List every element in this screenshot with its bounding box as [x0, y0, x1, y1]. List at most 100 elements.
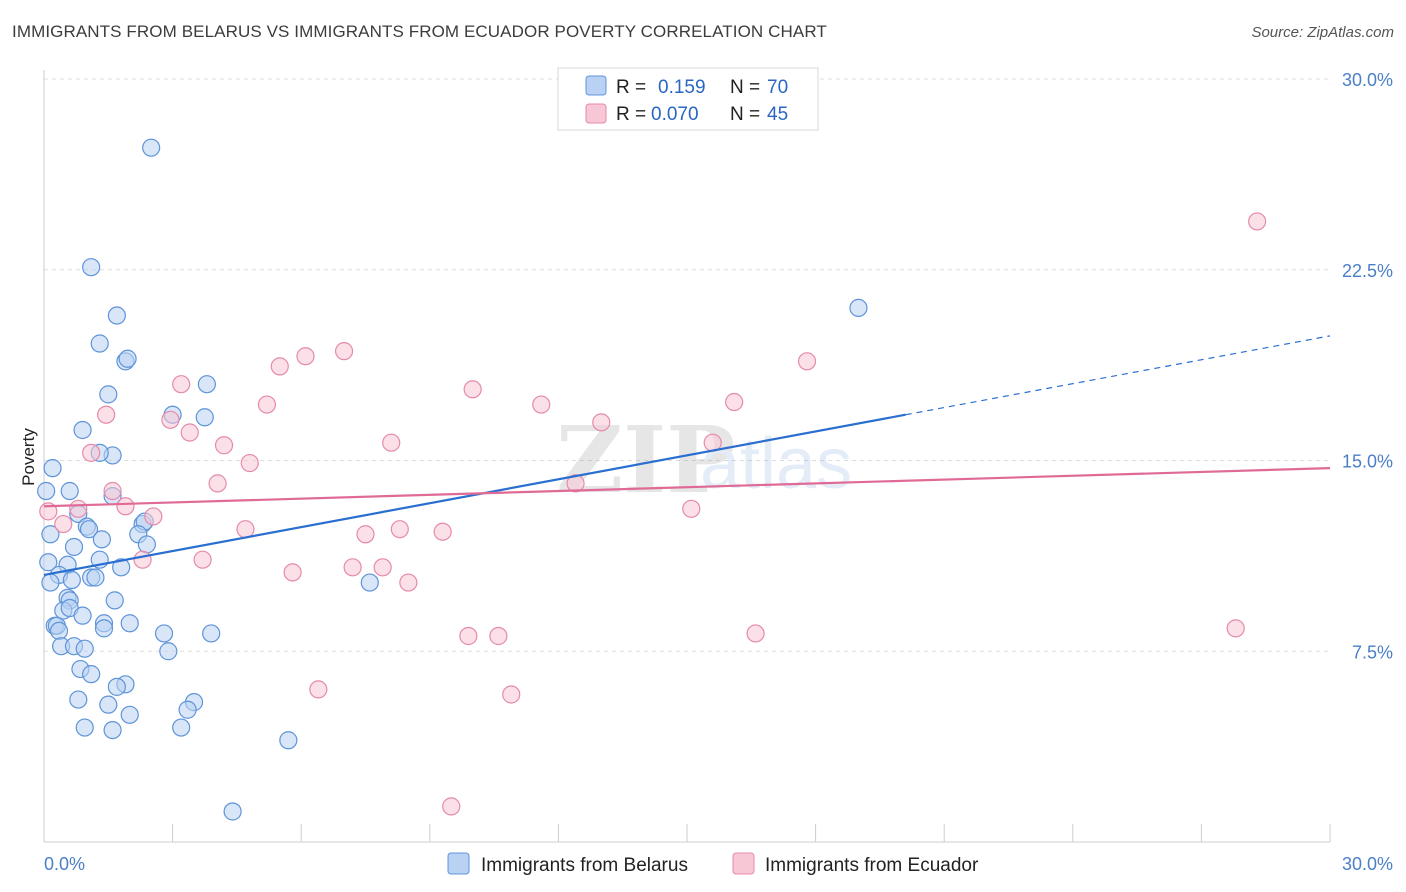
data-point-belarus — [99, 385, 118, 404]
data-point-ecuador — [208, 474, 227, 493]
data-point-belarus — [120, 614, 139, 633]
data-point-ecuador — [334, 342, 354, 361]
data-point-belarus — [41, 573, 60, 592]
trend-lines — [43, 335, 1331, 577]
x-tick-label-max: 30.0% — [1342, 854, 1393, 874]
trend-line-belarus — [43, 413, 906, 577]
watermark: ZIP atlas — [556, 406, 852, 514]
data-point-belarus — [39, 553, 58, 572]
data-point-belarus — [64, 537, 84, 557]
data-point-ecuador — [725, 392, 744, 412]
data-point-ecuador — [382, 433, 401, 452]
data-point-ecuador — [54, 514, 73, 534]
data-point-ecuador — [682, 499, 701, 518]
data-point-ecuador — [82, 443, 101, 462]
data-point-ecuador — [489, 626, 508, 646]
data-point-ecuador — [399, 573, 418, 592]
data-point-ecuador — [592, 413, 611, 432]
legend-n-value-ecuador: 45 — [767, 104, 788, 125]
data-point-belarus — [279, 731, 298, 750]
data-point-belarus — [79, 520, 99, 539]
data-point-ecuador — [193, 550, 212, 569]
data-point-ecuador — [532, 395, 551, 414]
legend-n-value-belarus: 70 — [767, 77, 788, 98]
data-point-belarus — [90, 334, 109, 353]
data-point-ecuador — [214, 436, 234, 455]
data-point-ecuador — [566, 474, 585, 493]
data-point-ecuador — [116, 497, 135, 516]
data-point-belarus — [82, 665, 101, 684]
y-tick-label: 30.0% — [1342, 70, 1393, 90]
y-tick-label: 7.5% — [1352, 642, 1393, 662]
legend-bottom-label-belarus: Immigrants from Belarus — [481, 855, 688, 876]
data-point-ecuador — [161, 410, 180, 429]
y-tick-label: 22.5% — [1342, 261, 1393, 281]
data-point-ecuador — [463, 380, 482, 399]
data-point-ecuador — [343, 558, 362, 577]
legend-r-value-belarus: 0.159 — [658, 77, 706, 98]
data-point-belarus — [103, 720, 122, 740]
y-axis-label: Poverty — [19, 428, 38, 486]
data-point-belarus — [86, 568, 105, 587]
watermark-atlas: atlas — [700, 424, 852, 504]
grid-lines — [44, 78, 1330, 652]
data-point-ecuador — [172, 375, 191, 394]
data-point-belarus — [41, 525, 60, 544]
data-point-belarus — [118, 349, 137, 368]
data-point-belarus — [202, 624, 221, 643]
data-point-belarus — [105, 591, 124, 610]
series-legend: Immigrants from Belarus Immigrants from … — [447, 852, 979, 876]
x-ticks — [172, 824, 1331, 842]
chart-source: Source: ZipAtlas.com — [1251, 24, 1394, 41]
data-point-ecuador — [144, 507, 163, 526]
data-point-ecuador — [373, 558, 392, 577]
data-point-belarus — [37, 481, 56, 501]
legend-bottom-swatch-belarus — [447, 852, 470, 875]
data-point-ecuador — [97, 405, 116, 424]
data-point-ecuador — [296, 347, 315, 366]
data-point-ecuador — [180, 423, 199, 442]
data-point-ecuador — [797, 352, 817, 371]
data-point-ecuador — [502, 685, 521, 704]
data-point-belarus — [62, 570, 81, 590]
data-point-belarus — [92, 530, 111, 549]
data-point-belarus — [99, 695, 118, 714]
legend-bottom-swatch-ecuador — [732, 852, 755, 875]
data-point-belarus — [49, 621, 69, 641]
legend-r-label-belarus: R = — [616, 77, 646, 98]
data-point-belarus — [154, 624, 174, 643]
data-point-ecuador — [309, 680, 328, 699]
data-point-ecuador — [283, 563, 302, 582]
legend-n-label-belarus: N = — [730, 77, 760, 98]
data-point-belarus — [178, 700, 197, 719]
data-point-belarus — [195, 408, 214, 427]
legend-swatch-belarus — [585, 75, 607, 96]
watermark-zip: ZIP — [556, 406, 735, 514]
data-point-belarus — [69, 690, 88, 709]
legend-bottom-label-ecuador: Immigrants from Ecuador — [765, 855, 979, 876]
data-point-belarus — [360, 573, 379, 592]
data-point-belarus — [107, 306, 126, 325]
data-point-ecuador — [1248, 212, 1267, 231]
data-point-belarus — [112, 558, 131, 577]
trend-line-ecuador — [43, 467, 1331, 508]
data-point-belarus — [120, 705, 139, 724]
data-point-belarus — [43, 459, 62, 478]
data-point-belarus — [223, 802, 242, 821]
y-tick-labels: 7.5% 15.0% 22.5% 30.0% — [1342, 70, 1393, 662]
series-ecuador-points — [39, 212, 1267, 816]
y-tick-label: 15.0% — [1342, 452, 1393, 472]
data-point-ecuador — [236, 520, 255, 539]
data-point-ecuador — [459, 626, 478, 646]
legend-r-value-ecuador: 0.070 — [651, 104, 699, 125]
data-point-belarus — [142, 138, 161, 157]
legend-n-label-ecuador: N = — [730, 104, 760, 125]
data-point-ecuador — [1226, 619, 1245, 638]
data-point-belarus — [82, 258, 101, 277]
data-point-belarus — [75, 639, 94, 658]
data-point-ecuador — [433, 522, 452, 541]
data-point-ecuador — [270, 357, 289, 376]
data-point-ecuador — [257, 395, 277, 414]
correlation-legend: R = 0.159 N = 70 R = 0.070 N = 45 — [557, 67, 819, 131]
